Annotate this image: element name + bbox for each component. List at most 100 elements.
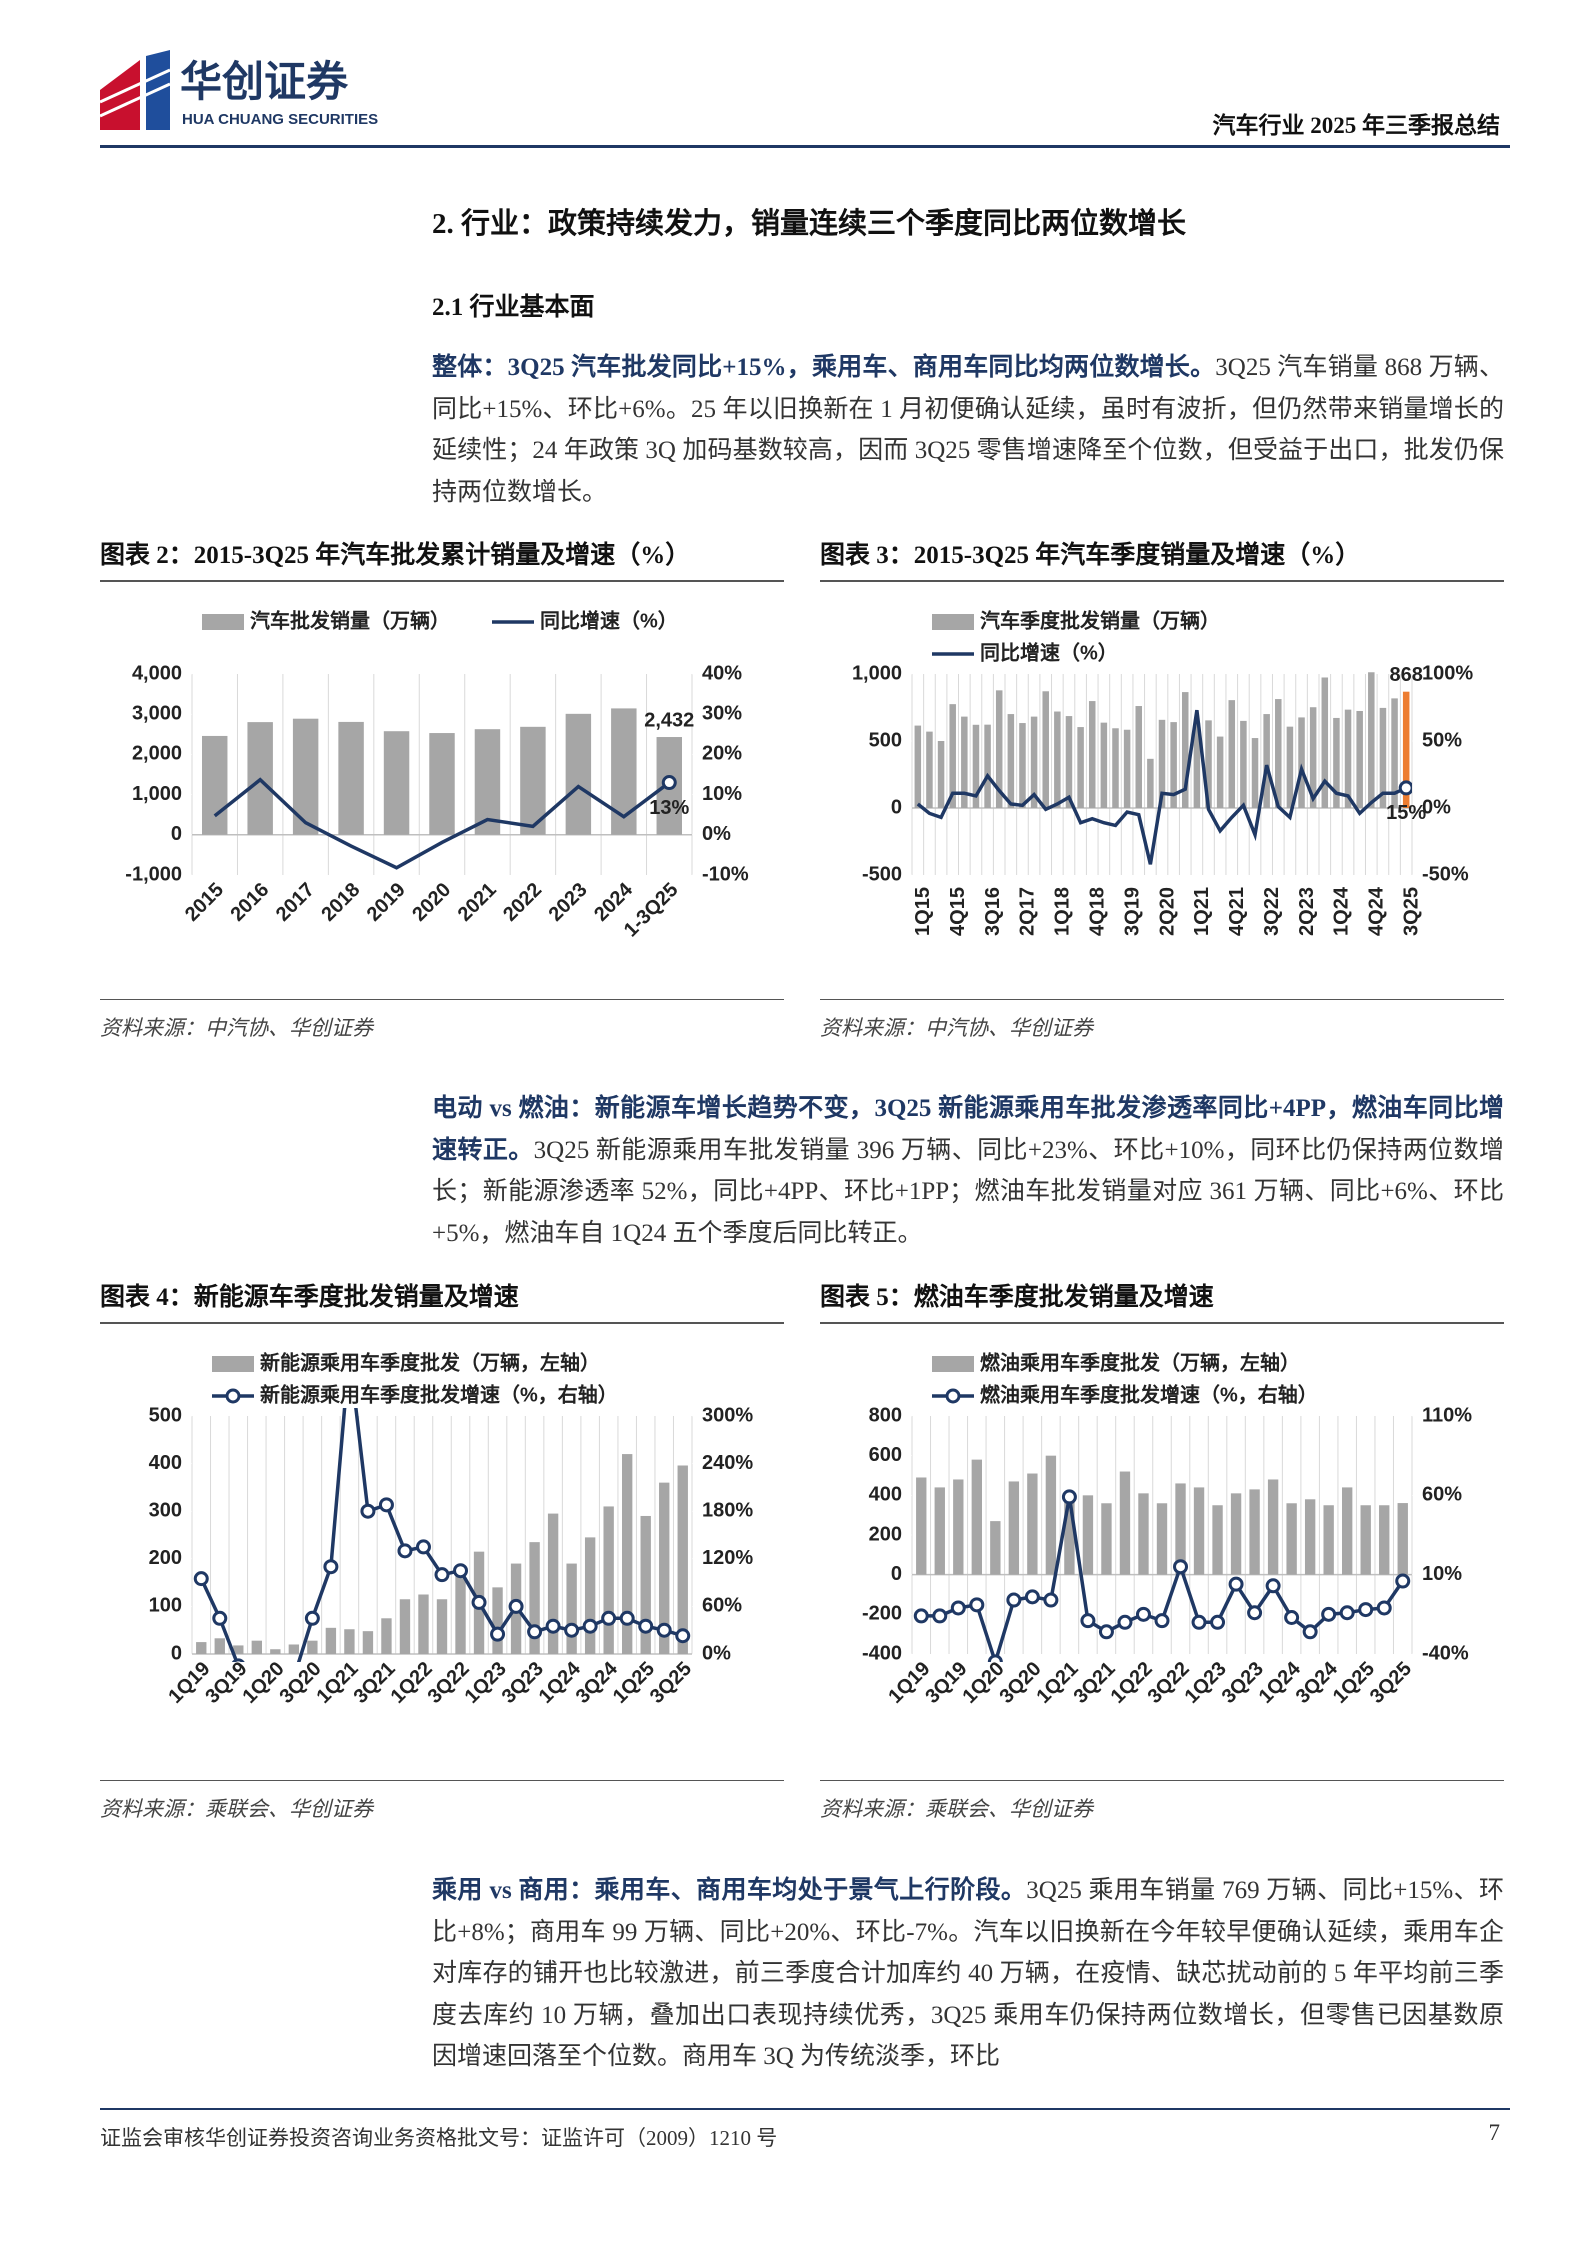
bar [659,1482,670,1654]
logo-en: HUA CHUANG SECURITIES [182,111,378,128]
x-tick-label: 2020 [408,879,455,926]
figure-source: 资料来源：中汽协、华创证券 [820,1016,1093,1040]
line-marker [1398,780,1412,796]
legend-label: 燃油乘用车季度批发增速（%，右轴） [980,1382,1318,1406]
y2-tick-label: 180% [702,1499,753,1521]
paragraph: 乘用 vs 商用：乘用车、商用车均处于景气上行阶段。3Q25 乘用车销量 769… [432,1870,1504,2078]
line-marker [193,1571,209,1587]
x-tick-label: 3Q16 [982,887,1004,936]
line-marker [1228,1576,1244,1592]
line-marker [471,1594,487,1610]
legend-swatch [212,1356,254,1372]
legend-label: 新能源乘用车季度批发（万辆，左轴） [260,1350,600,1374]
line-marker [619,1610,635,1626]
x-tick-label: 1Q20 [958,1658,1008,1708]
x-tick-label: 3Q21 [350,1658,400,1708]
bar [953,1479,964,1575]
x-tick-label: 2Q20 [1156,887,1178,936]
paragraph-lead: 整体：3Q25 汽车批发同比+15%，乘用车、商用车同比均两位数增长。 [432,354,1216,381]
bar [1123,729,1131,808]
bar [292,718,319,835]
line-marker [638,1618,654,1634]
y2-tick-label: 0% [702,1642,731,1664]
bar [1064,1491,1075,1575]
bar [1263,714,1270,808]
bar [1193,1487,1205,1575]
line-marker [950,1600,966,1616]
line-marker [1210,1614,1226,1630]
x-tick-label: 3Q25 [1366,1658,1416,1708]
bar [949,704,956,808]
paragraph: 整体：3Q25 汽车批发同比+15%，乘用车、商用车同比均两位数增长。3Q25 … [432,347,1504,513]
line-marker [453,1563,469,1579]
bar [1212,1505,1223,1575]
bar [1304,1499,1316,1575]
bar [1147,758,1154,808]
bar [1216,736,1224,808]
y2-tick-label: 60% [702,1595,742,1617]
bar [984,724,991,808]
bar [1135,706,1142,808]
bar [1230,1493,1242,1575]
y2-tick-label: 40% [702,662,742,684]
bar [1019,723,1026,808]
y2-tick-label: -50% [1422,863,1469,885]
legend-marker [945,1388,961,1404]
line-marker [1376,1600,1392,1616]
line-marker [1098,1624,1114,1640]
y2-tick-label: 300% [702,1404,753,1426]
figure-source: 资料来源：乘联会、华创证券 [100,1797,373,1821]
bar [914,725,922,808]
line-marker [1302,1624,1318,1640]
line-marker [1358,1602,1374,1618]
bar [325,1627,337,1654]
bar [1088,701,1096,808]
logo-cn: 华创证券 [180,58,349,105]
bar [307,1640,318,1654]
bar [1101,1503,1112,1575]
x-tick-label: 4Q21 [1226,887,1248,936]
legend-label: 汽车批发销量（万辆） [250,608,450,632]
bar [995,690,1003,808]
line-marker [545,1618,561,1634]
bar [214,1638,225,1654]
x-tick-label: 3Q22 [424,1658,474,1708]
x-tick-label: 2021 [454,879,501,926]
y-tick-label: 1,000 [852,662,902,684]
logo: 华创证券 HUA CHUANG SECURITIES [100,50,378,130]
x-tick-label: 2019 [363,879,410,926]
bar [1228,700,1236,808]
bar [1042,691,1049,808]
bar [547,1513,559,1654]
footer-rule [100,2108,1510,2110]
line-marker [661,775,677,791]
x-tick-label: 2023 [545,879,592,926]
bar [1251,738,1259,808]
x-tick-label: 2Q17 [1017,887,1039,936]
bar [362,1631,374,1654]
y-tick-label: 600 [869,1444,902,1466]
x-tick-label: 1Q19 [884,1658,934,1708]
section-title: 2. 行业：政策持续发力，销量连续三个季度同比两位数增长 [432,208,1187,240]
y2-tick-label: 10% [1422,1563,1462,1585]
bar [1158,719,1166,808]
bar [455,1573,466,1654]
bar [1321,677,1329,808]
figure-caption: 图表 3：2015-3Q25 年汽车季度销量及增速（%） [820,542,1361,569]
line-marker [1321,1606,1337,1622]
legend-swatch [932,614,974,630]
header-rule [100,145,1510,148]
chart: -500 0 500 1,000 -50% 0% 50% 100% 1Q15 4Q15 3Q16 2Q… [852,608,1473,936]
x-tick-label: 4Q15 [947,887,969,936]
line-marker [932,1608,948,1624]
y2-tick-label: 240% [702,1452,753,1474]
line-marker [231,1658,245,1662]
bar [611,708,637,835]
bar [990,1521,1001,1575]
bar [418,1594,429,1654]
x-tick-label: 1Q20 [238,1658,288,1708]
bar [1286,726,1294,808]
x-tick-label: 3Q25 [646,1658,696,1708]
bar [1045,1455,1057,1575]
